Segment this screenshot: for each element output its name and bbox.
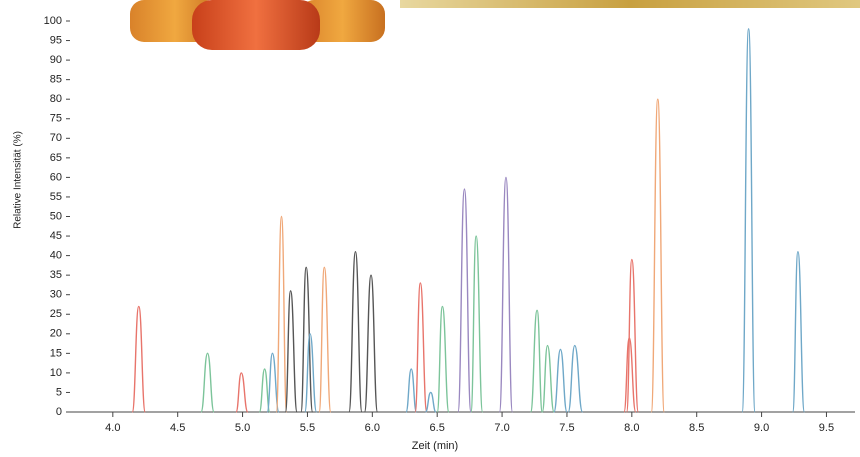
peak-line xyxy=(541,344,555,413)
peak-line xyxy=(275,215,288,413)
y-tick-label: 60 xyxy=(50,171,62,183)
peak-line xyxy=(424,391,437,413)
y-tick-label: 50 xyxy=(50,210,62,222)
x-tick-label: 6.0 xyxy=(365,422,380,434)
y-tick-label: 45 xyxy=(50,230,62,242)
y-tick-label: 10 xyxy=(50,367,62,379)
peak-line xyxy=(304,333,318,413)
x-tick-label: 7.5 xyxy=(559,422,574,434)
peak-line xyxy=(300,266,314,413)
photo xyxy=(130,0,860,50)
x-tick-label: 5.0 xyxy=(235,422,250,434)
y-tick-label: 35 xyxy=(50,269,62,281)
y-tick-label: 5 xyxy=(56,386,62,398)
peak-line xyxy=(650,98,665,413)
x-tick-label: 9.5 xyxy=(819,422,834,434)
peak-line xyxy=(235,372,249,413)
y-tick-label: 20 xyxy=(50,328,62,340)
x-tick-label: 4.5 xyxy=(170,422,185,434)
y-tick-label: 40 xyxy=(50,250,62,262)
y-axis-label: Relative Intensität (%) xyxy=(13,131,24,229)
peak-line xyxy=(741,28,756,413)
y-tick-label: 80 xyxy=(50,93,62,105)
x-tick-label: 9.0 xyxy=(754,422,769,434)
peak-line xyxy=(792,250,806,413)
y-tick-label: 90 xyxy=(50,54,62,66)
peak-line xyxy=(436,305,450,413)
peak-line xyxy=(470,235,484,413)
peak-line xyxy=(363,274,379,413)
x-tick-label: 5.5 xyxy=(300,422,315,434)
y-tick-label: 70 xyxy=(50,132,62,144)
y-tick-label: 95 xyxy=(50,34,62,46)
y-tick-label: 85 xyxy=(50,74,62,86)
peak-line xyxy=(553,348,568,413)
y-tick-label: 30 xyxy=(50,289,62,301)
y-tick-label: 75 xyxy=(50,113,62,125)
peak-line xyxy=(498,176,514,413)
x-axis-label: Zeit (min) xyxy=(412,440,458,452)
x-tick-label: 8.0 xyxy=(624,422,639,434)
x-tick-label: 6.5 xyxy=(430,422,445,434)
peak-line xyxy=(623,337,637,413)
peak-line xyxy=(414,282,428,413)
x-tick-label: 8.5 xyxy=(689,422,704,434)
peak-line xyxy=(318,266,332,413)
x-tick-label: 4.0 xyxy=(105,422,120,434)
peak-line xyxy=(405,368,418,413)
peak-line xyxy=(131,305,146,413)
peak-line xyxy=(625,258,640,413)
y-tick-label: 25 xyxy=(50,308,62,320)
peak-line xyxy=(457,188,472,413)
peak-line xyxy=(529,309,543,413)
x-tick-label: 7.0 xyxy=(494,422,509,434)
y-tick-label: 100 xyxy=(44,15,62,27)
peak-line xyxy=(200,352,215,413)
peak-line xyxy=(284,290,298,413)
y-tick-label: 55 xyxy=(50,191,62,203)
y-tick-label: 65 xyxy=(50,152,62,164)
y-tick-label: 0 xyxy=(56,406,62,418)
peak-line xyxy=(567,344,584,413)
y-tick-label: 15 xyxy=(50,347,62,359)
peak-line xyxy=(348,250,363,413)
